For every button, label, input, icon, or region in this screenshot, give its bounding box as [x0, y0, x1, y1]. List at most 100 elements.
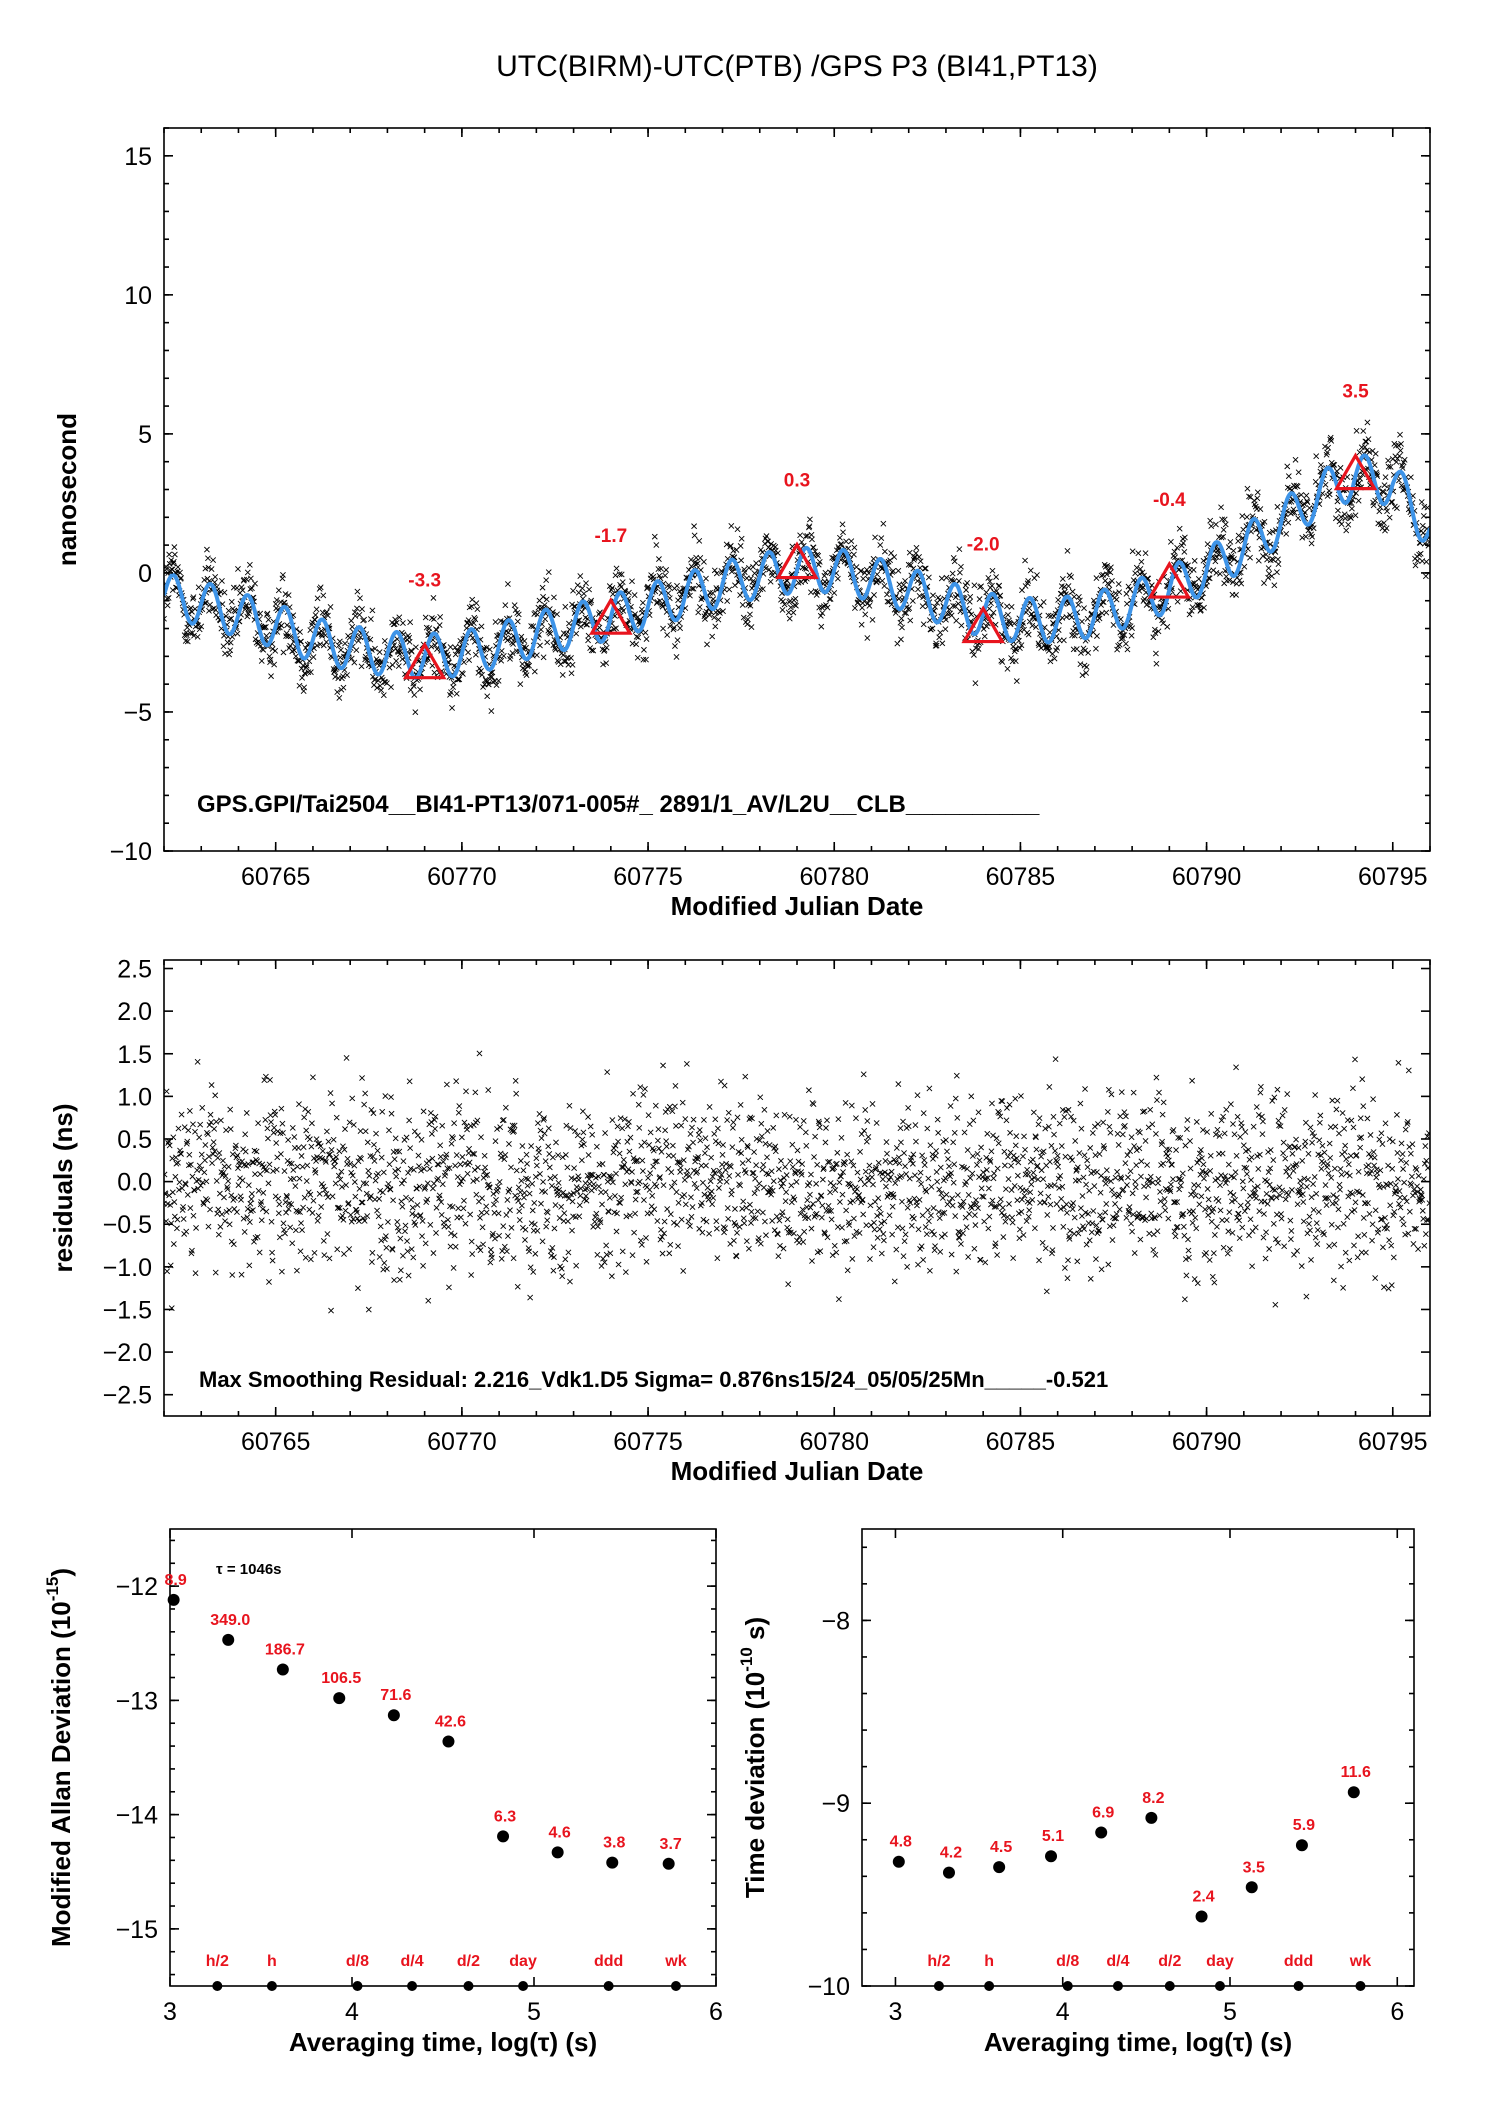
- residual-point: [687, 1224, 692, 1229]
- top-data-point: [965, 580, 970, 585]
- top-data-point: [546, 628, 551, 633]
- residual-point: [612, 1193, 617, 1198]
- top-data-point: [1027, 606, 1032, 611]
- top-data-point: [534, 653, 539, 658]
- residual-point: [401, 1178, 406, 1183]
- residual-point: [1023, 1172, 1028, 1177]
- residual-point: [569, 1228, 574, 1233]
- residual-point: [1155, 1229, 1160, 1234]
- residual-point: [627, 1213, 632, 1218]
- residual-point: [260, 1206, 265, 1211]
- residual-point: [1004, 1118, 1009, 1123]
- residual-point: [1326, 1171, 1331, 1176]
- residual-point: [1052, 1182, 1057, 1187]
- residual-point: [282, 1231, 287, 1236]
- residual-point: [230, 1272, 235, 1277]
- residual-point: [730, 1145, 735, 1150]
- top-data-point: [1149, 583, 1154, 588]
- residual-point: [881, 1238, 886, 1243]
- residual-point: [953, 1096, 958, 1101]
- residual-point: [1110, 1237, 1115, 1242]
- residual-point: [998, 1197, 1003, 1202]
- residual-point: [385, 1219, 390, 1224]
- residual-point: [1117, 1192, 1122, 1197]
- residual-point: [812, 1214, 817, 1219]
- residual-point: [626, 1167, 631, 1172]
- top-data-point: [1420, 523, 1425, 528]
- residual-point: [411, 1255, 416, 1260]
- top-data-point: [740, 602, 745, 607]
- top-data-point: [964, 587, 969, 592]
- residual-point: [363, 1129, 368, 1134]
- residual-point: [384, 1245, 389, 1250]
- top-data-point: [775, 550, 780, 555]
- residual-point: [190, 1122, 195, 1127]
- top-data-point: [543, 617, 548, 622]
- residual-point: [613, 1171, 618, 1176]
- residual-point: [366, 1307, 371, 1312]
- residual-point: [1240, 1225, 1245, 1230]
- residual-point: [239, 1272, 244, 1277]
- top-data-point: [407, 639, 412, 644]
- residual-point: [1281, 1151, 1286, 1156]
- top-data-point: [541, 655, 546, 660]
- residual-point: [458, 1162, 463, 1167]
- residual-point: [1108, 1130, 1113, 1135]
- residual-point: [1316, 1209, 1321, 1214]
- residual-point: [1381, 1285, 1386, 1290]
- residual-point: [1078, 1101, 1083, 1106]
- residual-point: [535, 1121, 540, 1126]
- top-data-point: [872, 535, 877, 540]
- top-data-point: [1274, 570, 1279, 575]
- residual-point: [760, 1210, 765, 1215]
- residual-point: [1318, 1113, 1323, 1118]
- residual-point: [1256, 1166, 1261, 1171]
- residual-point: [1105, 1109, 1110, 1114]
- residual-point: [642, 1140, 647, 1145]
- residual-point: [553, 1202, 558, 1207]
- top-data-point: [1226, 545, 1231, 550]
- residual-point: [863, 1107, 868, 1112]
- residual-point: [309, 1121, 314, 1126]
- residual-point: [955, 1192, 960, 1197]
- residual-point: [965, 1147, 970, 1152]
- top-data-point: [1335, 508, 1340, 513]
- top-data-point: [1124, 591, 1129, 596]
- top-data-point: [738, 592, 743, 597]
- residual-point: [655, 1138, 660, 1143]
- residual-point: [378, 1224, 383, 1229]
- top-data-point: [479, 624, 484, 629]
- residual-point: [843, 1100, 848, 1105]
- residual-point: [334, 1154, 339, 1159]
- top-data-point: [167, 552, 172, 557]
- residual-point: [269, 1250, 274, 1255]
- residual-point: [783, 1164, 788, 1169]
- residual-point: [1226, 1162, 1231, 1167]
- top-data-point: [630, 641, 635, 646]
- top-data-point: [1390, 499, 1395, 504]
- top-data-point: [629, 579, 634, 584]
- residual-point: [903, 1232, 908, 1237]
- residual-point: [1273, 1302, 1278, 1307]
- residual-point: [298, 1221, 303, 1226]
- residual-point: [408, 1146, 413, 1151]
- residual-point: [1010, 1220, 1015, 1225]
- top-data-point: [1076, 594, 1081, 599]
- residual-point: [915, 1093, 920, 1098]
- residual-point: [197, 1135, 202, 1140]
- top-data-point: [1415, 558, 1420, 563]
- residual-point: [900, 1119, 905, 1124]
- residual-point: [713, 1117, 718, 1122]
- residual-point: [434, 1178, 439, 1183]
- residual-point: [1351, 1243, 1356, 1248]
- top-data-point: [998, 593, 1003, 598]
- residual-point: [743, 1074, 748, 1079]
- residual-point: [1363, 1201, 1368, 1206]
- top-data-point: [1372, 463, 1377, 468]
- top-data-point: [1072, 594, 1077, 599]
- top-data-point: [474, 601, 479, 606]
- top-data-point: [896, 568, 901, 573]
- residual-point: [320, 1148, 325, 1153]
- residual-point: [1116, 1194, 1121, 1199]
- top-data-point: [227, 652, 232, 657]
